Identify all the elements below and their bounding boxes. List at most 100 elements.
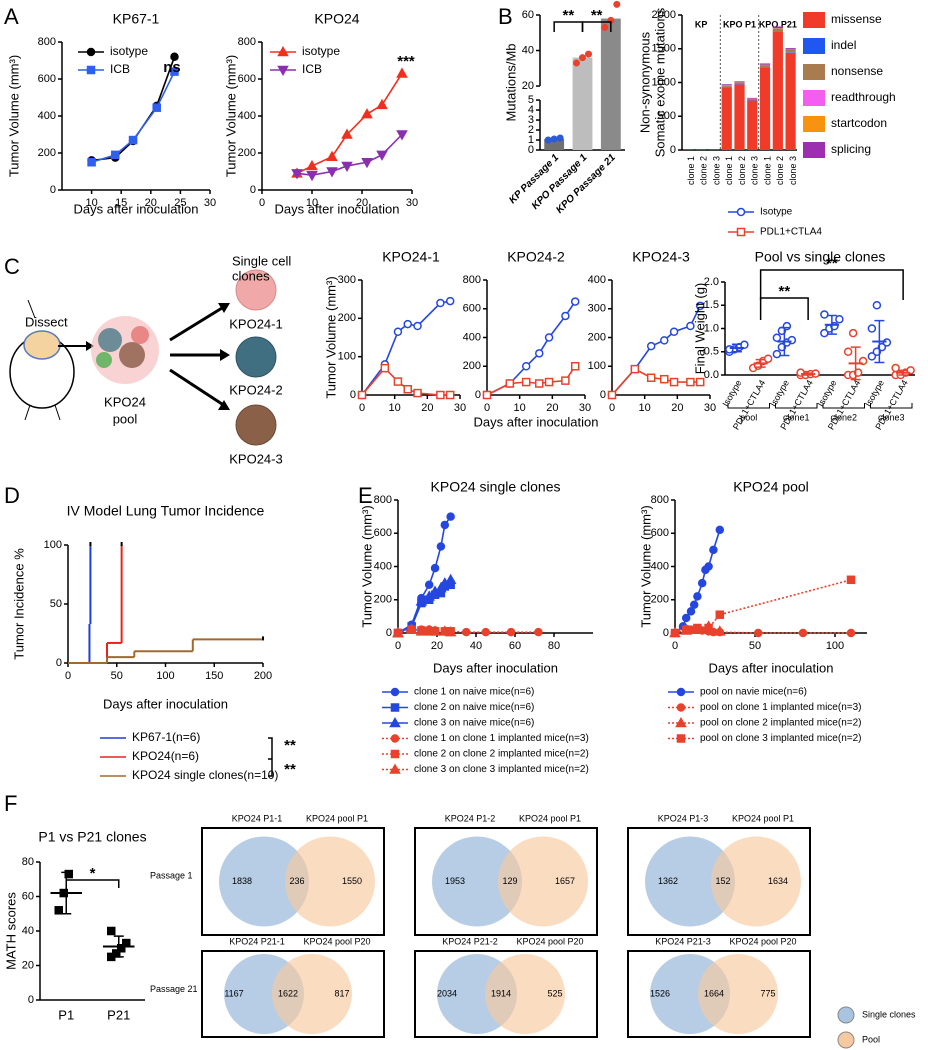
chart-title: KPO24 single clones <box>431 479 561 495</box>
x-tick-label: 0 <box>609 402 615 414</box>
venn-left-title: KPO24 P1-3 <box>658 813 709 823</box>
legend-swatch <box>803 90 825 106</box>
venn-box <box>627 950 811 1038</box>
group-label: clone1 <box>783 412 810 422</box>
y-tick-label: 200 <box>374 594 392 606</box>
data-point <box>424 580 434 590</box>
legend-label: pool on clone 2 implanted mice(n=2) <box>700 718 861 729</box>
chart-title: P1 vs P21 clones <box>38 829 146 845</box>
data-point <box>444 626 457 637</box>
pool-cell <box>131 326 149 344</box>
annotation: ns <box>163 59 181 76</box>
y-tick-label: 2 <box>528 124 534 136</box>
clone-cell <box>235 269 277 311</box>
bar-segment <box>747 98 758 101</box>
y-axis-label: Mutations/Mb <box>503 43 518 121</box>
x-axis-label: Days after inoculation <box>103 696 228 711</box>
clone-label: KPO24-1 <box>229 316 282 331</box>
data-point <box>435 582 447 593</box>
data-point <box>556 134 564 142</box>
x-tick-label: Isotype <box>768 378 791 408</box>
data-point <box>306 159 318 171</box>
x-tick-label: 10 <box>306 197 318 209</box>
x-tick-label: 10 <box>85 197 97 209</box>
y-tick-label: 100 <box>588 360 606 372</box>
venn-right-title: KPO24 pool P20 <box>516 936 583 946</box>
data-point <box>867 324 877 333</box>
y-tick-label: 500 <box>658 110 676 122</box>
chart-title: KPO24-1 <box>382 249 440 265</box>
data-point <box>798 628 808 638</box>
data-point <box>306 170 318 182</box>
venn-count: 775 <box>760 988 775 998</box>
data-point <box>646 373 656 382</box>
legend-label: KPO24(n=6) <box>132 749 199 763</box>
x-axis-label: Days after inoculation <box>433 660 558 675</box>
y-tick-label: 0 <box>600 389 606 401</box>
mouse-lungs <box>23 330 61 360</box>
data-point <box>521 377 531 387</box>
panel-label: D <box>4 483 20 508</box>
data-point <box>326 167 338 178</box>
sig-bracket <box>759 297 809 320</box>
data-point <box>341 161 353 172</box>
legend-swatch <box>803 116 825 132</box>
panel-label: F <box>4 791 17 816</box>
venn-count: 1526 <box>650 988 670 998</box>
y-tick-label: 0.5 <box>704 346 719 358</box>
y-tick-label: 200 <box>588 331 606 343</box>
x-tick-label: clone 1 <box>762 156 772 185</box>
venn-single <box>219 836 309 927</box>
bar-segment <box>785 49 796 53</box>
bar-segment <box>759 65 771 68</box>
legend-label: Isotype <box>760 207 793 218</box>
x-tick-label: clone 3 <box>788 156 798 185</box>
y-tick-label: 0 <box>386 627 392 639</box>
data-point <box>820 310 829 319</box>
legend-label: clone 2 on clone 2 implanted mice(n=2) <box>414 749 589 760</box>
mouse-tail <box>27 299 36 319</box>
x-tick-label: clone 1 <box>724 156 734 185</box>
chart-title: KPO24-2 <box>507 249 565 265</box>
series-line <box>91 71 176 164</box>
group-bracket <box>870 403 913 409</box>
x-tick-label: clone 2 <box>775 156 785 185</box>
venn-right-title: KPO24 pool P1 <box>306 813 368 823</box>
group-bracket <box>727 403 770 409</box>
group-label: pool <box>740 412 757 422</box>
venn-box <box>201 950 385 1038</box>
y-tick-label: 200 <box>238 147 256 159</box>
data-point <box>446 512 455 521</box>
y-tick-label: 0 <box>50 184 56 196</box>
data-point <box>660 336 669 345</box>
y-tick-label: 800 <box>238 36 256 48</box>
data-point <box>376 98 388 110</box>
data-point <box>772 333 782 343</box>
y-tick-label: 400 <box>38 110 56 122</box>
x-tick-label: 200 <box>254 670 272 682</box>
data-point <box>393 377 403 386</box>
error-bar <box>113 935 124 958</box>
venn-box <box>414 827 598 936</box>
legend-swatch <box>803 64 825 80</box>
data-point <box>128 135 138 145</box>
legend-label: nonsense <box>831 64 883 78</box>
clone-cell <box>235 336 277 378</box>
legend-label: clone 1 on naive mice(n=6) <box>414 687 534 698</box>
data-point <box>695 377 705 387</box>
legend-label: clone 2 on naive mice(n=6) <box>414 702 534 713</box>
y-tick-label: 5 <box>528 94 534 106</box>
y-tick-label: 0 <box>56 657 62 669</box>
data-point <box>820 328 829 338</box>
x-tick-label: 10 <box>514 402 526 414</box>
y-tick-label: 0 <box>663 627 669 639</box>
panel-label: E <box>358 483 373 508</box>
x-tick-label: 0 <box>65 670 71 682</box>
legend-marker <box>86 65 96 75</box>
bar-segment <box>721 84 732 86</box>
data-point <box>535 349 544 358</box>
bar-segment <box>772 31 783 32</box>
data-point <box>787 335 797 345</box>
y-tick-label: 600 <box>238 73 256 85</box>
annotation: ** <box>284 761 296 778</box>
